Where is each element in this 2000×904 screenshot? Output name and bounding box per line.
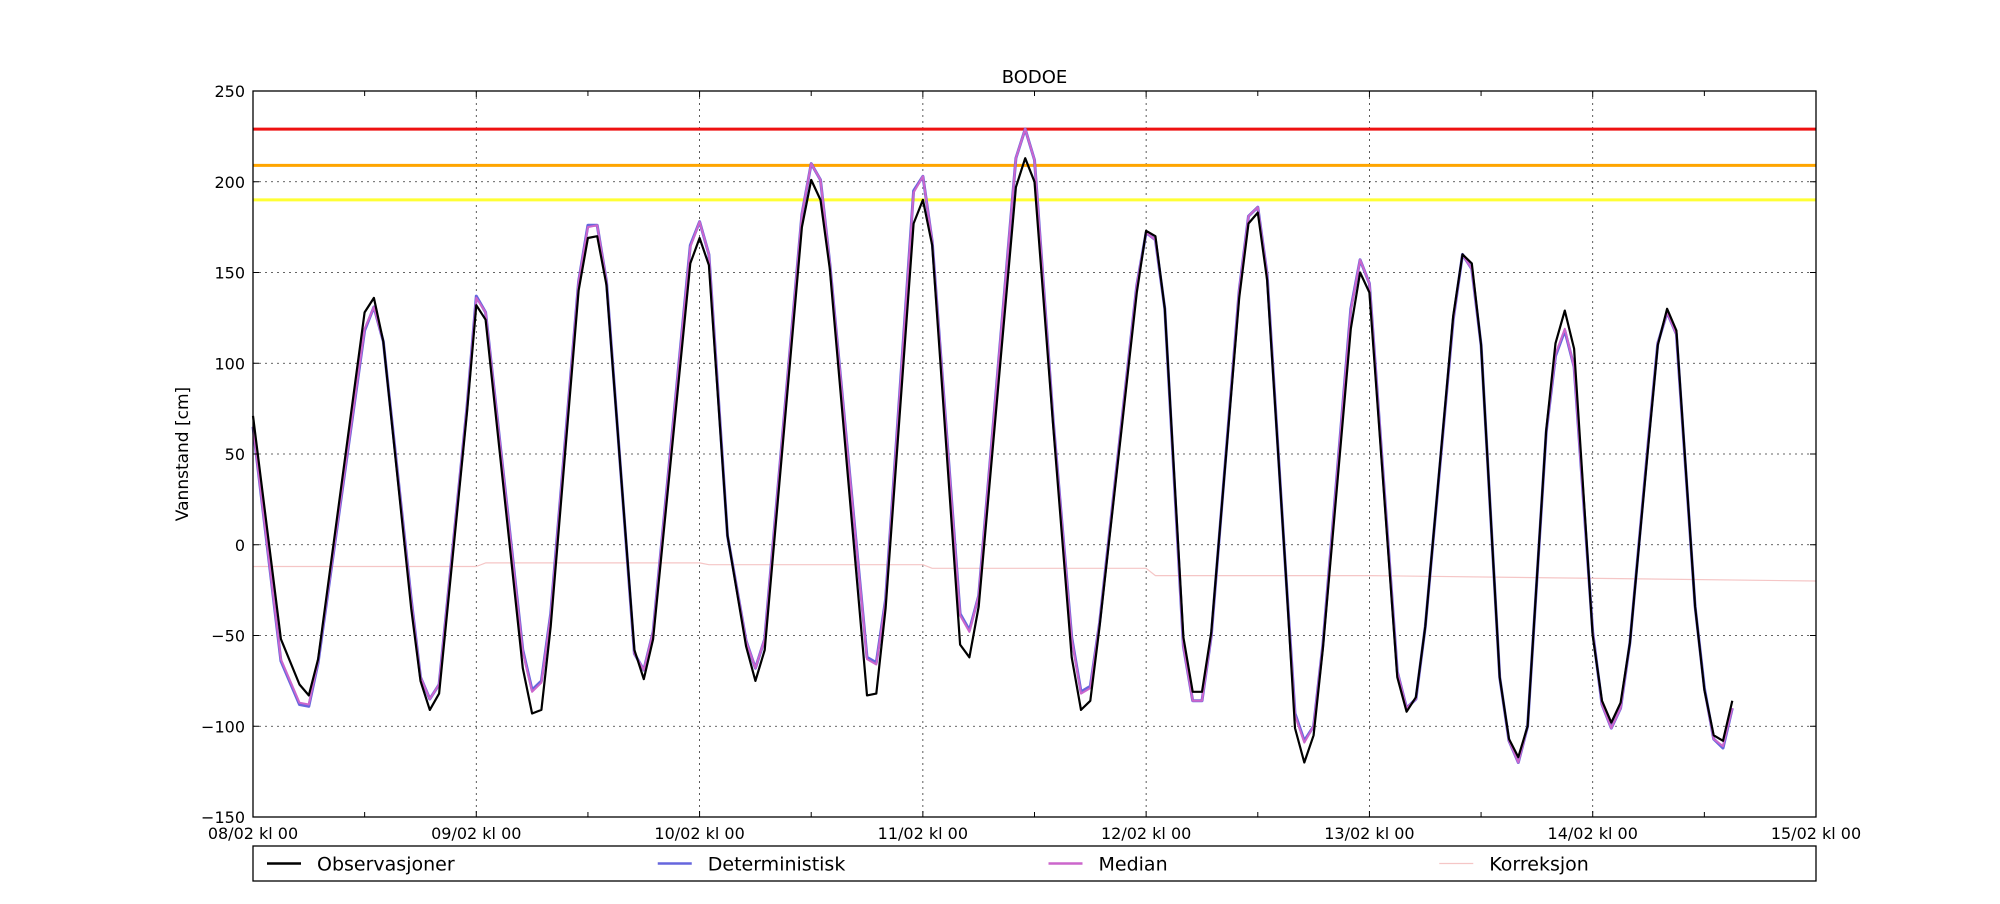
y-tick-label: −100: [201, 717, 245, 736]
x-tick-label: 10/02 kl 00: [654, 824, 744, 843]
x-tick-label: 09/02 kl 00: [431, 824, 521, 843]
x-tick-label: 12/02 kl 00: [1101, 824, 1191, 843]
chart-title: BODOE: [1002, 67, 1068, 88]
series-lines: [251, 127, 1817, 764]
series-line-korreksjon: [253, 562, 1817, 582]
x-tick-label: 08/02 kl 00: [208, 824, 298, 843]
y-axis-label: Vannstand [cm]: [173, 387, 193, 521]
legend-label: Korreksjon: [1489, 854, 1589, 876]
y-tick-label: 100: [214, 354, 245, 373]
y-tick-label: 150: [214, 264, 245, 283]
x-tick-label: 13/02 kl 00: [1324, 824, 1414, 843]
x-tick-label: 15/02 kl 00: [1771, 824, 1861, 843]
x-tick-label: 11/02 kl 00: [878, 824, 968, 843]
series-line-observasjoner: [251, 157, 1734, 764]
y-tick-label: 50: [225, 445, 245, 464]
legend: Observasjoner Deterministisk Median Korreks…: [252, 845, 1817, 882]
legend-label: Median: [1099, 854, 1168, 876]
legend-label: Observasjoner: [317, 854, 455, 876]
y-tick-label: 200: [214, 173, 245, 192]
y-tick-label: 0: [235, 536, 245, 555]
y-tick-label: 250: [214, 82, 245, 101]
y-tick-label: −50: [211, 627, 245, 646]
y-tick-label: −150: [201, 808, 245, 827]
axis-ticks: −150 −100 −50 0 50 100 150 200 250 08/02 kl 00 09/…: [201, 82, 1861, 843]
x-tick-label: 14/02 kl 00: [1548, 824, 1638, 843]
legend-label: Deterministisk: [708, 854, 846, 876]
legend-frame: [252, 845, 1817, 882]
